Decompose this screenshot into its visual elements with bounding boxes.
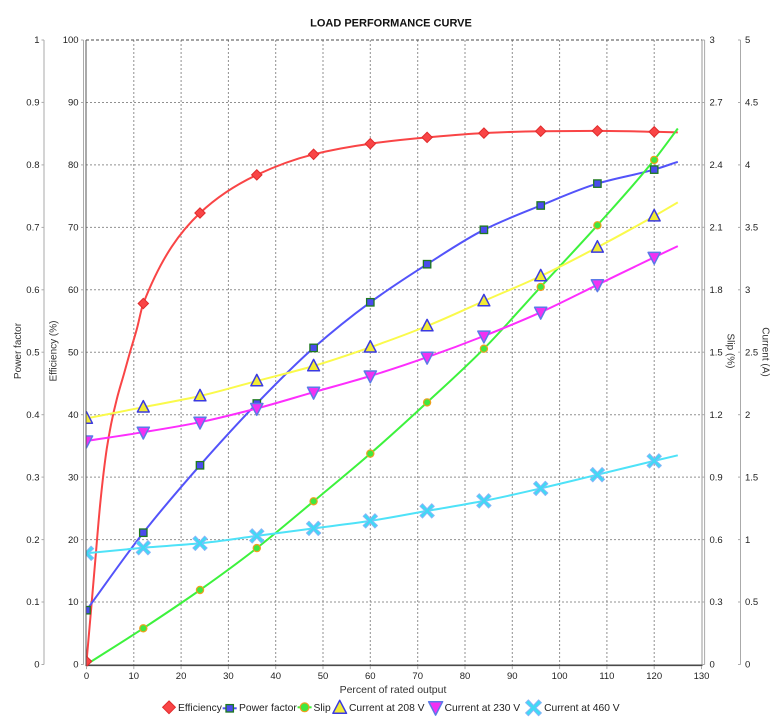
svg-text:Slip: Slip [314, 703, 331, 714]
svg-text:110: 110 [599, 671, 614, 682]
svg-text:3: 3 [710, 35, 715, 46]
svg-text:1.2: 1.2 [710, 410, 723, 421]
svg-text:50: 50 [68, 347, 79, 358]
svg-text:0.2: 0.2 [26, 535, 39, 546]
svg-text:100: 100 [63, 35, 79, 46]
svg-text:60: 60 [365, 671, 376, 682]
svg-text:70: 70 [68, 223, 79, 234]
svg-text:3: 3 [745, 285, 750, 296]
svg-text:Current at 230 V: Current at 230 V [445, 703, 521, 714]
svg-text:0: 0 [73, 660, 78, 671]
svg-text:0.3: 0.3 [26, 472, 39, 483]
svg-text:Power factor: Power factor [239, 703, 297, 714]
svg-text:LOAD PERFORMANCE CURVE: LOAD PERFORMANCE CURVE [310, 18, 472, 30]
svg-text:0.3: 0.3 [710, 597, 723, 608]
svg-text:1.5: 1.5 [745, 472, 758, 483]
svg-text:0.9: 0.9 [710, 472, 723, 483]
svg-text:60: 60 [68, 285, 79, 296]
svg-text:20: 20 [176, 671, 187, 682]
svg-text:0.6: 0.6 [26, 285, 39, 296]
svg-text:Power factor: Power factor [13, 322, 24, 379]
svg-text:10: 10 [129, 671, 140, 682]
svg-text:2.7: 2.7 [710, 98, 723, 109]
svg-text:1: 1 [745, 535, 750, 546]
svg-text:0: 0 [84, 671, 89, 682]
svg-text:20: 20 [68, 535, 79, 546]
svg-text:80: 80 [460, 671, 471, 682]
svg-text:2.1: 2.1 [710, 223, 723, 234]
svg-text:1.8: 1.8 [710, 285, 723, 296]
svg-text:2: 2 [745, 410, 750, 421]
svg-text:4: 4 [745, 160, 750, 171]
svg-text:2.4: 2.4 [710, 160, 723, 171]
svg-text:0: 0 [34, 660, 39, 671]
svg-text:4.5: 4.5 [745, 98, 758, 109]
svg-text:120: 120 [646, 671, 662, 682]
svg-text:0.5: 0.5 [745, 597, 758, 608]
svg-text:40: 40 [270, 671, 281, 682]
svg-text:Efficiency (%): Efficiency (%) [49, 321, 60, 382]
svg-text:90: 90 [507, 671, 518, 682]
svg-text:Current (A): Current (A) [760, 327, 771, 376]
svg-text:80: 80 [68, 160, 79, 171]
svg-text:Slip (%): Slip (%) [725, 333, 736, 368]
svg-text:30: 30 [68, 472, 79, 483]
svg-text:Percent of rated output: Percent of rated output [340, 684, 447, 696]
svg-text:5: 5 [745, 35, 750, 46]
svg-text:0.4: 0.4 [26, 410, 39, 421]
svg-text:0.6: 0.6 [710, 535, 723, 546]
svg-text:Current at 460 V: Current at 460 V [544, 703, 620, 714]
svg-text:0.1: 0.1 [26, 597, 39, 608]
svg-text:0.9: 0.9 [26, 98, 39, 109]
svg-text:130: 130 [694, 671, 710, 682]
svg-text:1: 1 [34, 35, 39, 46]
svg-text:50: 50 [318, 671, 329, 682]
svg-text:0: 0 [710, 660, 715, 671]
svg-text:40: 40 [68, 410, 79, 421]
svg-text:90: 90 [68, 98, 79, 109]
svg-text:0: 0 [745, 660, 750, 671]
svg-text:0.5: 0.5 [26, 347, 39, 358]
svg-text:Current at 208 V: Current at 208 V [349, 703, 425, 714]
svg-text:Efficiency: Efficiency [178, 703, 223, 714]
svg-text:100: 100 [552, 671, 568, 682]
svg-text:70: 70 [412, 671, 423, 682]
svg-text:1.5: 1.5 [710, 347, 723, 358]
svg-text:0.8: 0.8 [26, 160, 39, 171]
svg-text:2.5: 2.5 [745, 347, 758, 358]
svg-text:30: 30 [223, 671, 234, 682]
svg-text:3.5: 3.5 [745, 223, 758, 234]
svg-text:0.7: 0.7 [26, 223, 39, 234]
svg-text:10: 10 [68, 597, 79, 608]
